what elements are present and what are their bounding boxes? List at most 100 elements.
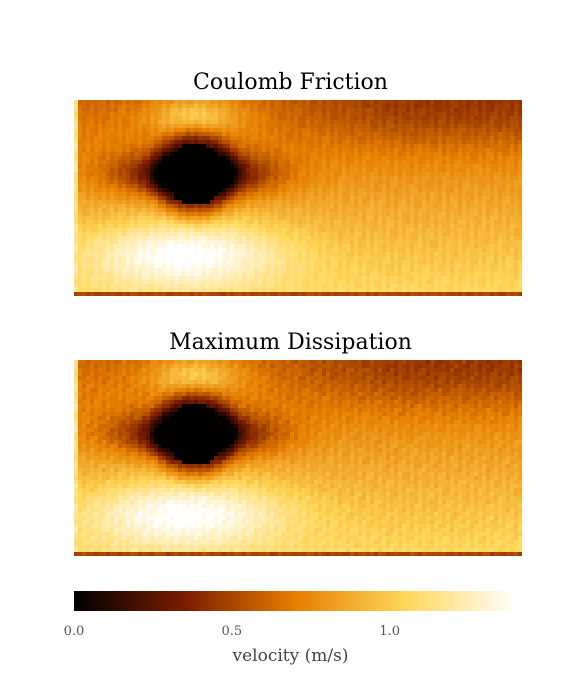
heatmap-cell bbox=[294, 268, 299, 273]
heatmap-cell bbox=[146, 256, 151, 261]
heatmap-cell bbox=[174, 160, 179, 165]
heatmap-cell bbox=[346, 116, 351, 121]
heatmap-cell bbox=[114, 216, 119, 221]
heatmap-cell bbox=[334, 156, 339, 161]
heatmap-cell bbox=[274, 176, 279, 181]
heatmap-cell bbox=[162, 188, 167, 193]
heatmap-cell bbox=[494, 212, 499, 217]
heatmap-cell bbox=[458, 164, 463, 169]
heatmap-cell bbox=[406, 156, 411, 161]
heatmap-cell bbox=[330, 192, 335, 197]
heatmap-cell bbox=[518, 140, 522, 145]
heatmap-cell bbox=[354, 252, 359, 257]
heatmap-cell bbox=[222, 116, 227, 121]
heatmap-cell bbox=[190, 104, 195, 109]
heatmap-cell bbox=[286, 172, 291, 177]
heatmap-cell bbox=[406, 132, 411, 137]
heatmap-cell bbox=[178, 156, 183, 161]
heatmap-cell bbox=[254, 124, 259, 129]
heatmap-cell bbox=[338, 132, 343, 137]
heatmap-cell bbox=[214, 256, 219, 261]
heatmap-cell bbox=[266, 200, 271, 205]
heatmap-cell bbox=[334, 264, 339, 269]
heatmap-cell bbox=[182, 104, 187, 109]
heatmap-cell bbox=[450, 168, 455, 173]
heatmap-cell bbox=[286, 104, 291, 109]
heatmap-cell bbox=[306, 248, 311, 253]
heatmap-cell bbox=[226, 104, 231, 109]
heatmap-cell bbox=[426, 208, 431, 213]
heatmap-cell bbox=[378, 116, 383, 121]
heatmap-cell bbox=[190, 228, 195, 233]
heatmap-cell bbox=[398, 116, 403, 121]
heatmap-cell bbox=[202, 252, 207, 257]
heatmap-cell bbox=[206, 172, 211, 177]
heatmap-cell bbox=[74, 152, 79, 157]
heatmap-cell bbox=[426, 148, 431, 153]
heatmap-cell bbox=[318, 148, 323, 153]
heatmap-cell bbox=[362, 176, 367, 181]
heatmap-cell bbox=[370, 104, 375, 109]
heatmap-cell bbox=[238, 172, 243, 177]
heatmap-cell bbox=[338, 228, 343, 233]
heatmap-cell bbox=[346, 268, 351, 273]
heatmap-cell bbox=[118, 264, 123, 269]
heatmap-cell bbox=[258, 272, 263, 277]
heatmap-cell bbox=[262, 232, 267, 237]
heatmap-cell bbox=[294, 216, 299, 221]
heatmap-cell bbox=[282, 216, 287, 221]
heatmap-cell bbox=[430, 168, 435, 173]
heatmap-cell bbox=[438, 164, 443, 169]
heatmap-cell bbox=[458, 180, 463, 185]
heatmap-cell bbox=[82, 112, 87, 117]
heatmap-cell bbox=[446, 152, 451, 157]
heatmap-cell bbox=[486, 208, 491, 213]
heatmap-cell bbox=[162, 120, 167, 125]
heatmap-cell bbox=[98, 212, 103, 217]
heatmap-cell bbox=[282, 176, 287, 181]
heatmap-cell bbox=[234, 268, 239, 273]
heatmap-cell bbox=[414, 160, 419, 165]
heatmap-cell bbox=[298, 248, 303, 253]
heatmap-cell bbox=[218, 104, 223, 109]
heatmap-cell bbox=[414, 208, 419, 213]
heatmap-cell bbox=[106, 108, 111, 113]
heatmap-cell bbox=[438, 240, 443, 245]
heatmap-cell bbox=[114, 136, 119, 141]
heatmap-cell bbox=[358, 132, 363, 137]
heatmap-cell bbox=[126, 124, 131, 129]
heatmap-cell bbox=[394, 156, 399, 161]
heatmap-cell bbox=[434, 144, 439, 149]
heatmap-cell bbox=[450, 244, 455, 249]
heatmap-cell bbox=[166, 272, 171, 277]
heatmap-cell bbox=[418, 136, 423, 141]
heatmap-cell bbox=[382, 164, 387, 169]
heatmap-cell bbox=[234, 252, 239, 257]
heatmap-cell bbox=[170, 148, 175, 153]
heatmap-cell bbox=[442, 168, 447, 173]
heatmap-cell bbox=[386, 196, 391, 201]
heatmap-cell bbox=[470, 220, 475, 225]
heatmap-cell bbox=[446, 168, 451, 173]
heatmap-cell bbox=[374, 112, 379, 117]
heatmap-cell bbox=[310, 196, 315, 201]
heatmap-cell bbox=[314, 216, 319, 221]
heatmap-cell bbox=[206, 264, 211, 269]
heatmap-cell bbox=[82, 176, 87, 181]
heatmap-cell bbox=[94, 160, 99, 165]
heatmap-cell bbox=[362, 272, 367, 277]
heatmap-cell bbox=[138, 212, 143, 217]
heatmap-cell bbox=[498, 140, 503, 145]
heatmap-cell bbox=[78, 248, 83, 253]
heatmap-cell bbox=[310, 224, 315, 229]
heatmap-cell bbox=[338, 264, 343, 269]
heatmap-cell bbox=[134, 152, 139, 157]
heatmap-cell bbox=[450, 108, 455, 113]
heatmap-cell bbox=[342, 276, 347, 281]
heatmap-cell bbox=[270, 228, 275, 233]
heatmap-cell bbox=[402, 208, 407, 213]
heatmap-cell bbox=[314, 256, 319, 261]
heatmap-cell bbox=[366, 180, 371, 185]
heatmap-cell bbox=[342, 200, 347, 205]
heatmap-cell bbox=[110, 200, 115, 205]
